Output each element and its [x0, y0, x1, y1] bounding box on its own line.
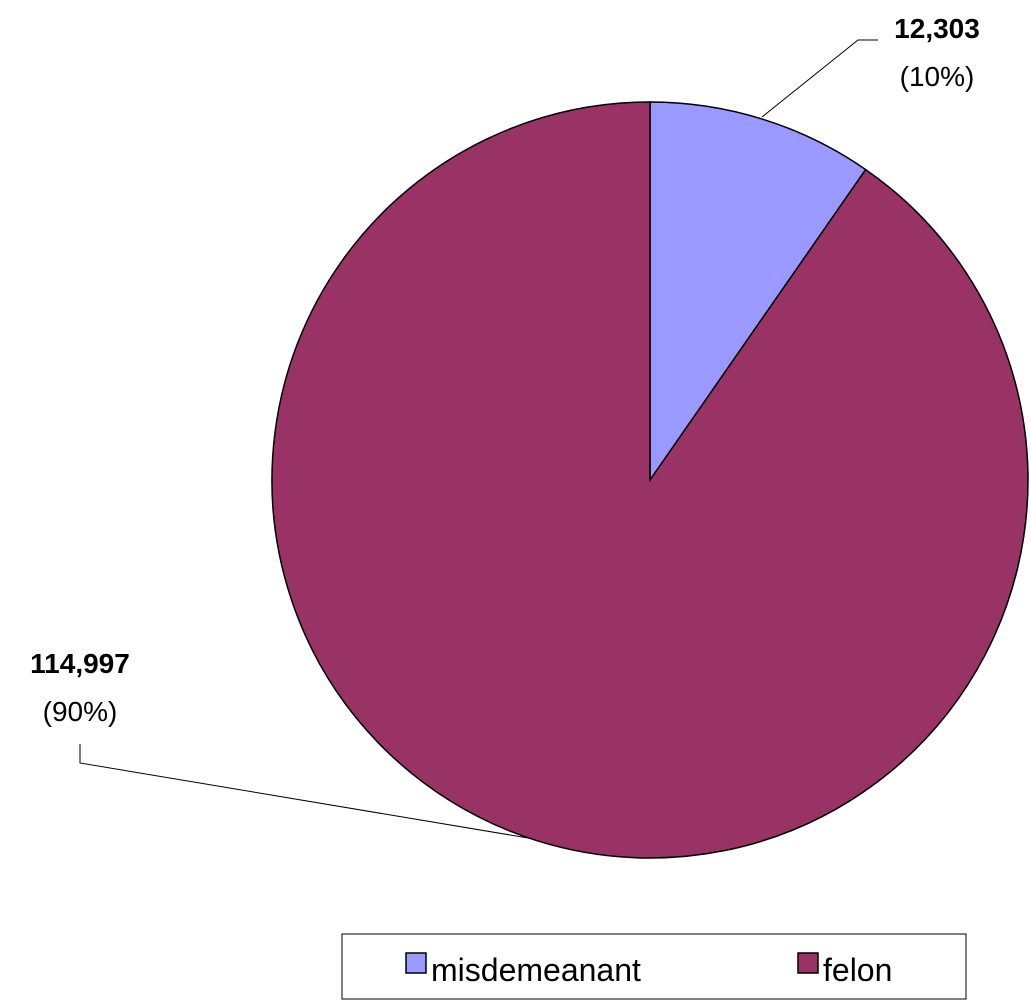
leader-line-misdemeanant	[761, 39, 878, 118]
legend-label-felon: felon	[823, 952, 892, 988]
legend: misdemeanant felon	[341, 933, 967, 1000]
data-label-misdemeanant-percent: (10%)	[900, 61, 975, 92]
data-label-felon-value: 114,997	[30, 648, 130, 679]
data-label-misdemeanant-value: 12,303	[894, 13, 980, 44]
pie-slice-misdemeanant	[649, 101, 867, 483]
leader-line-felon	[79, 744, 529, 839]
pie-slices	[271, 101, 1029, 859]
legend-swatch-felon	[797, 952, 819, 974]
legend-box	[341, 933, 967, 1000]
pie-slice-felon	[271, 101, 1029, 859]
legend-label-misdemeanant: misdemeanant	[431, 952, 641, 988]
data-label-felon-percent: (90%)	[43, 696, 118, 727]
legend-swatch-misdemeanant	[405, 952, 427, 974]
